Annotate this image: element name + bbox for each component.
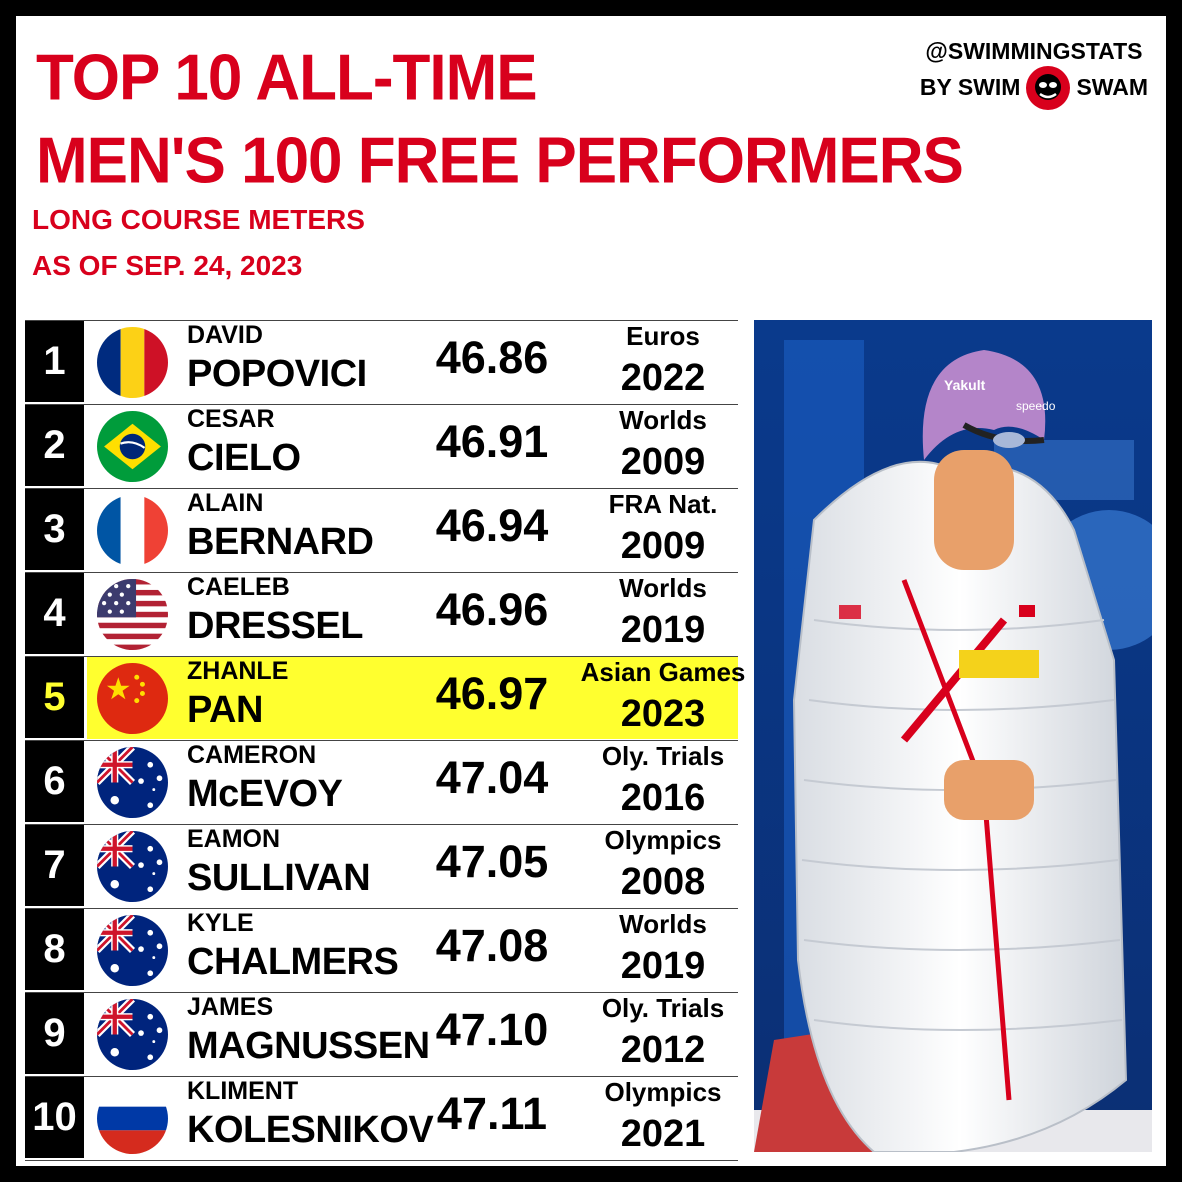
title-line-1: TOP 10 ALL-TIME <box>36 41 538 115</box>
australia-flag-icon <box>97 831 168 902</box>
meet-year: 2009 <box>620 441 706 483</box>
meet-year: 2019 <box>620 945 706 987</box>
meet-year: 2021 <box>620 1113 706 1155</box>
subtitle-course: LONG COURSE METERS <box>32 204 365 235</box>
meet-year: 2012 <box>620 1029 706 1071</box>
swim-time: 47.05 <box>435 836 549 887</box>
first-name: ALAIN <box>187 489 264 517</box>
rankings-table: 1 DAVID POPOVICI 46.86 Euros 2022 2 CESAR CIELO 4… <box>25 320 745 1161</box>
brazil-flag-icon <box>97 411 168 482</box>
meet-year: 2022 <box>620 357 706 399</box>
cap-brand: speedo <box>1016 399 1056 413</box>
australia-flag-icon <box>97 915 168 986</box>
rank-number: 5 <box>25 657 84 738</box>
table-row: 9 JAMES MAGNUSSEN 47.10 Oly. Trials 2012 <box>25 992 738 1076</box>
last-name: PAN <box>187 689 263 731</box>
rank-number: 6 <box>25 741 84 822</box>
rank-number: 1 <box>25 321 84 402</box>
brand-block: @SWIMMINGSTATS BY SWIM SWAM <box>920 38 1148 110</box>
rank-number: 2 <box>25 405 84 486</box>
table-row: 8 KYLE CHALMERS 47.08 Worlds 2019 <box>25 908 738 992</box>
subtitle-date: AS OF SEP. 24, 2023 <box>32 250 303 281</box>
swim-time: 47.11 <box>436 1088 548 1139</box>
first-name: ZHANLE <box>187 657 289 685</box>
last-name: KOLESNIKOV <box>187 1109 434 1151</box>
meet-name: Oly. Trials <box>601 741 725 771</box>
last-name: BERNARD <box>187 521 374 563</box>
table-row: 6 CAMERON McEVOY 47.04 Oly. Trials 2016 <box>25 740 738 824</box>
table-row: 1 DAVID POPOVICI 46.86 Euros 2022 <box>25 320 738 404</box>
meet-name: Asian Games <box>580 657 746 687</box>
meet-name: Oly. Trials <box>601 993 725 1023</box>
meet-year: 2009 <box>620 525 706 567</box>
meet-name: Olympics <box>604 825 722 855</box>
rank-number: 7 <box>25 825 84 906</box>
meet-name: Euros <box>626 321 700 351</box>
last-name: McEVOY <box>187 773 343 815</box>
first-name: EAMON <box>187 825 281 853</box>
china-flag-icon <box>97 663 168 734</box>
rank-number: 8 <box>25 909 84 990</box>
swim-time: 47.10 <box>435 1004 549 1055</box>
russia-flag-icon <box>97 1083 168 1154</box>
table-row: 3 ALAIN BERNARD 46.94 FRA Nat. 2009 <box>25 488 738 572</box>
first-name: CESAR <box>187 405 275 433</box>
swimmer-photo: Yakult speedo <box>754 320 1152 1152</box>
rank-number: 10 <box>25 1077 84 1158</box>
meet-year: 2023 <box>620 693 706 735</box>
swim-time: 46.86 <box>435 332 549 383</box>
last-name: DRESSEL <box>187 605 363 647</box>
last-name: CIELO <box>187 437 301 479</box>
table-row: 5 ZHANLE PAN 46.97 Asian Games 2023 <box>25 656 745 740</box>
table-row: 2 CESAR CIELO 46.91 Worlds 2009 <box>25 404 738 488</box>
title-line-2: MEN'S 100 FREE PERFORMERS <box>36 124 964 198</box>
rank-number: 4 <box>25 573 84 654</box>
last-name: SULLIVAN <box>187 857 371 899</box>
rank-number: 3 <box>25 489 84 570</box>
rank-number: 9 <box>25 993 84 1074</box>
swim-time: 47.08 <box>435 920 549 971</box>
meet-year: 2008 <box>620 861 706 903</box>
first-name: JAMES <box>187 993 274 1021</box>
meet-year: 2019 <box>620 609 706 651</box>
swim-time: 46.94 <box>435 500 549 551</box>
swim-time: 46.97 <box>435 668 549 719</box>
first-name: KYLE <box>187 909 254 937</box>
meet-name: Worlds <box>619 573 707 603</box>
meet-name: Olympics <box>604 1077 722 1107</box>
meet-name: Worlds <box>619 909 707 939</box>
australia-flag-icon <box>97 747 168 818</box>
infographic-card: TOP 10 ALL-TIME MEN'S 100 FREE PERFORMER… <box>16 16 1166 1166</box>
first-name: DAVID <box>187 321 263 349</box>
swim-time: 46.91 <box>435 416 549 467</box>
romania-flag-icon <box>97 327 168 398</box>
swim-time: 47.04 <box>435 752 549 803</box>
cap-logo: Yakult <box>944 377 986 393</box>
swim-time: 46.96 <box>435 584 549 635</box>
last-name: CHALMERS <box>187 941 399 983</box>
brand-by-swim: BY SWIM <box>919 73 1021 100</box>
last-name: POPOVICI <box>187 353 367 395</box>
meet-name: Worlds <box>619 405 707 435</box>
brand-handle: @SWIMMINGSTATS <box>925 38 1143 64</box>
last-name: MAGNUSSEN <box>187 1025 430 1067</box>
table-row: 4 CAELEB DRESSEL 46.96 Worlds 2019 <box>25 572 738 656</box>
meet-name: FRA Nat. <box>608 489 718 519</box>
first-name: CAELEB <box>187 573 290 601</box>
table-row: 10 KLIMENT KOLESNIKOV 47.11 Olympics 2021 <box>25 1076 738 1161</box>
table-row: 7 EAMON SULLIVAN 47.05 Olympics 2008 <box>25 824 738 908</box>
brand-swam: SWAM <box>1076 73 1148 100</box>
france-flag-icon <box>97 495 168 566</box>
swimswam-logo-icon <box>1026 65 1071 110</box>
meet-year: 2016 <box>620 777 706 819</box>
usa-flag-icon <box>97 579 168 650</box>
first-name: KLIMENT <box>187 1077 299 1105</box>
first-name: CAMERON <box>187 741 317 769</box>
australia-flag-icon <box>97 999 168 1070</box>
